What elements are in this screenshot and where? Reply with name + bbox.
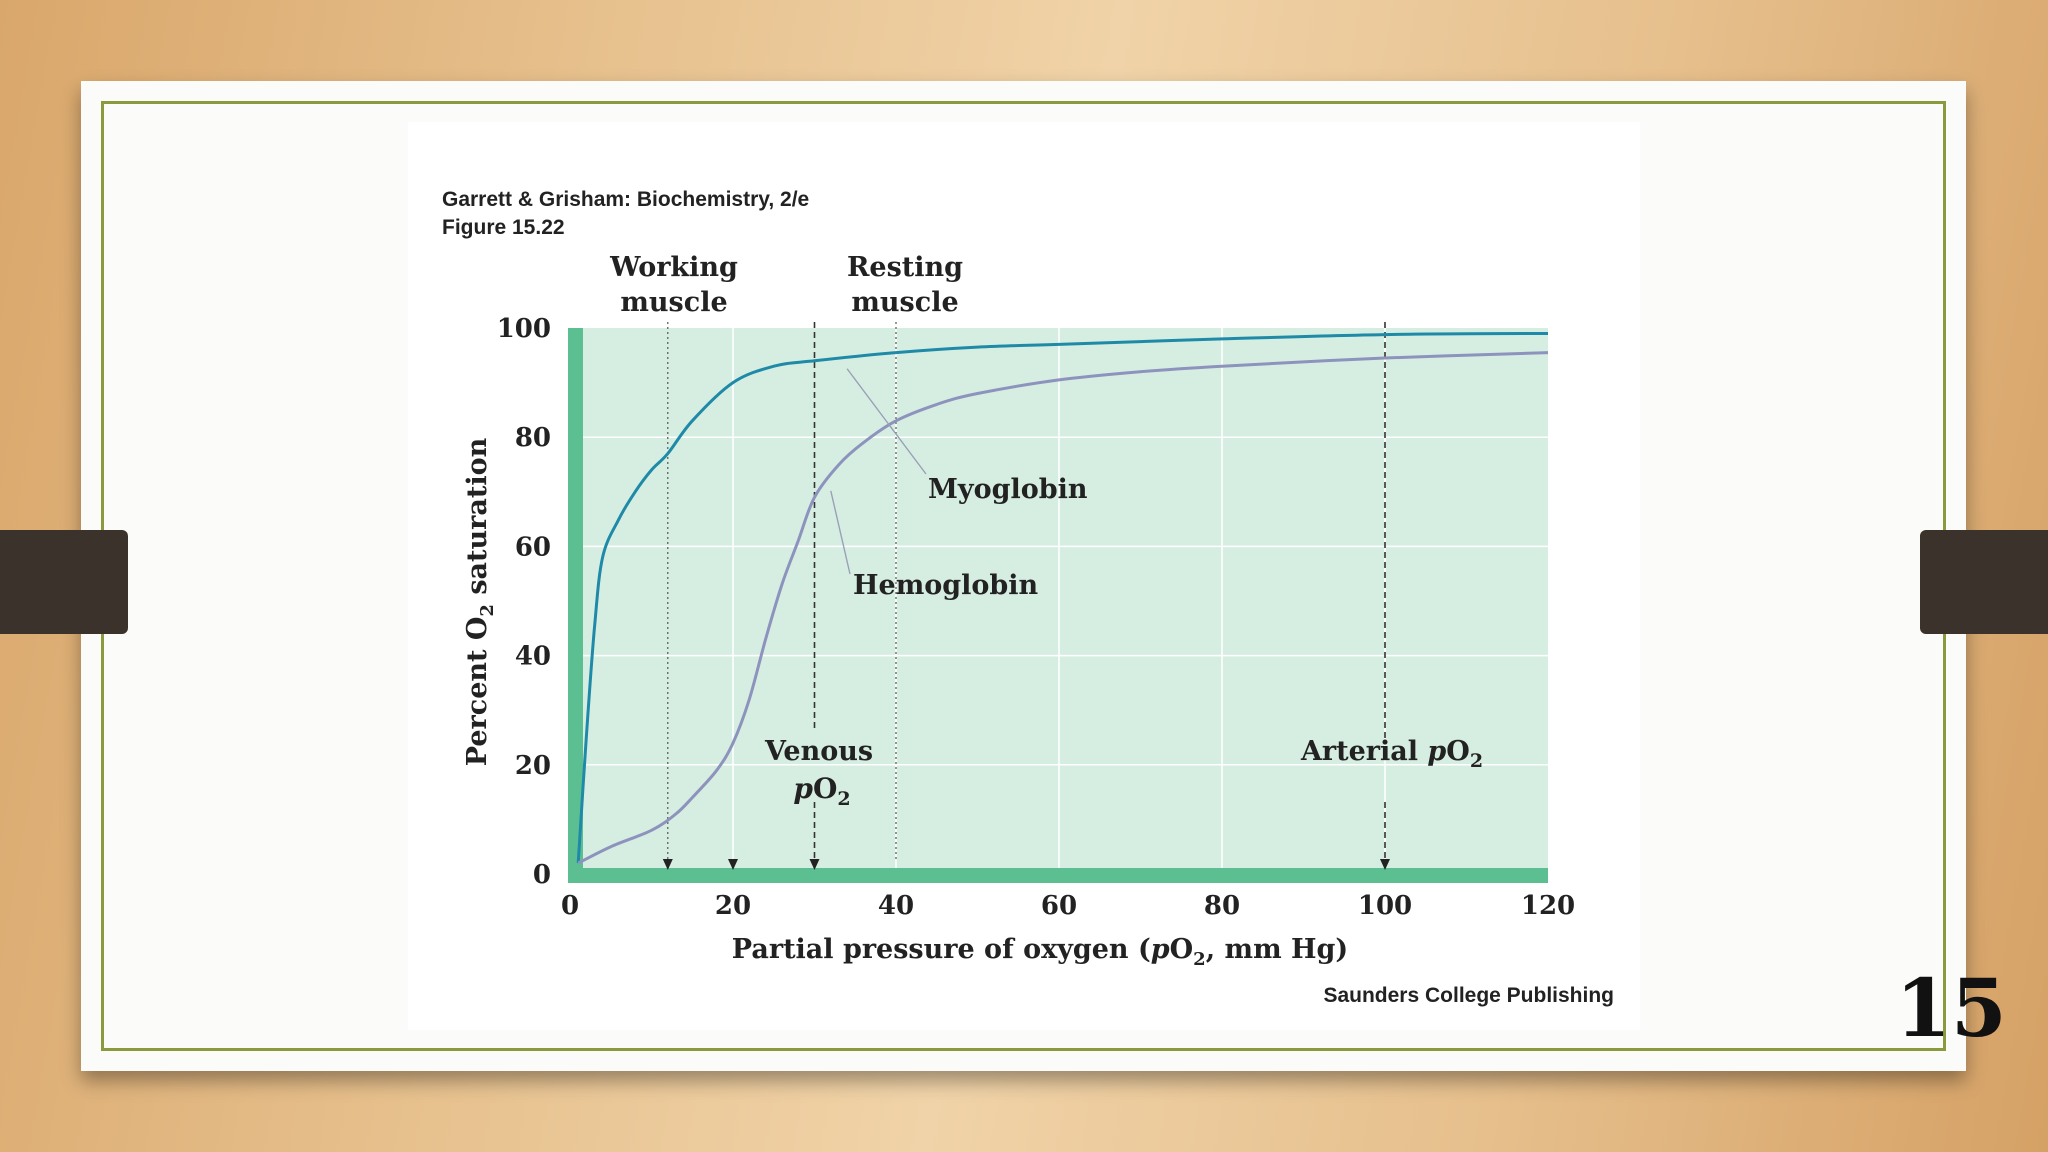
x-arrow-marker	[662, 859, 673, 870]
x-axis-title: Partial pressure of oxygen (pO2, mm Hg)	[732, 934, 1348, 970]
arterial-po2-label: Arterial pO2	[1300, 736, 1483, 772]
x-tick-label: 20	[715, 891, 751, 921]
venous-po2-label-line1: Venous	[764, 736, 873, 767]
figure-panel: Garrett & Grisham: Biochemistry, 2/e Fig…	[408, 122, 1640, 1030]
y-axis-band	[568, 328, 583, 874]
y-axis-title: Percent O2 saturation	[462, 437, 498, 766]
book-credit: Garrett & Grisham: Biochemistry, 2/e	[442, 188, 810, 211]
y-tick-label: 0	[533, 860, 551, 890]
right-binder-tab	[1920, 530, 2048, 634]
figure-number: Figure 15.22	[442, 216, 565, 239]
x-tick-label: 80	[1204, 891, 1240, 921]
reference-lines	[667, 322, 1386, 862]
myoglobin-label: Myoglobin	[928, 474, 1088, 505]
x-arrow-marker	[728, 859, 738, 870]
oxygen-saturation-chart: 0 20 40 60 80 100 120 0 20 40 60 80 100 Working mus…	[462, 252, 1575, 970]
slide-number: 15	[1895, 961, 2007, 1055]
hemoglobin-curve	[577, 351, 1549, 865]
x-tick-labels: 0 20 40 60 80 100 120	[561, 891, 1575, 921]
publisher-credit: Saunders College Publishing	[1323, 984, 1614, 1007]
y-tick-label: 60	[515, 532, 551, 562]
data-series	[576, 332, 1549, 865]
venous-po2-label-line2: pO2	[793, 772, 850, 810]
hemoglobin-pointer	[830, 490, 851, 575]
x-tick-label: 120	[1521, 891, 1575, 921]
x-arrow-marker	[809, 859, 820, 870]
y-tick-label: 100	[497, 314, 551, 344]
myoglobin-pointer	[846, 368, 927, 475]
y-tick-label: 20	[515, 751, 551, 781]
annotation-pointers	[830, 368, 927, 575]
y-tick-labels: 0 20 40 60 80 100	[497, 314, 551, 890]
x-tick-label: 0	[561, 891, 579, 921]
resting-muscle-label-line1: Resting	[847, 252, 963, 283]
x-axis-band	[568, 868, 1548, 883]
working-muscle-label-line2: muscle	[620, 287, 727, 318]
left-binder-tab	[0, 530, 128, 634]
x-tick-label: 60	[1041, 891, 1077, 921]
x-tick-label: 40	[878, 891, 914, 921]
y-tick-label: 40	[515, 642, 551, 672]
x-tick-label: 100	[1358, 891, 1412, 921]
x-arrow-marker	[1380, 859, 1390, 870]
y-tick-label: 80	[515, 423, 551, 453]
working-muscle-label-line1: Working	[609, 252, 738, 283]
arrow-markers	[662, 859, 1390, 870]
hemoglobin-label: Hemoglobin	[853, 570, 1039, 601]
myoglobin-curve	[576, 332, 1549, 864]
resting-muscle-label-line2: muscle	[851, 287, 958, 318]
